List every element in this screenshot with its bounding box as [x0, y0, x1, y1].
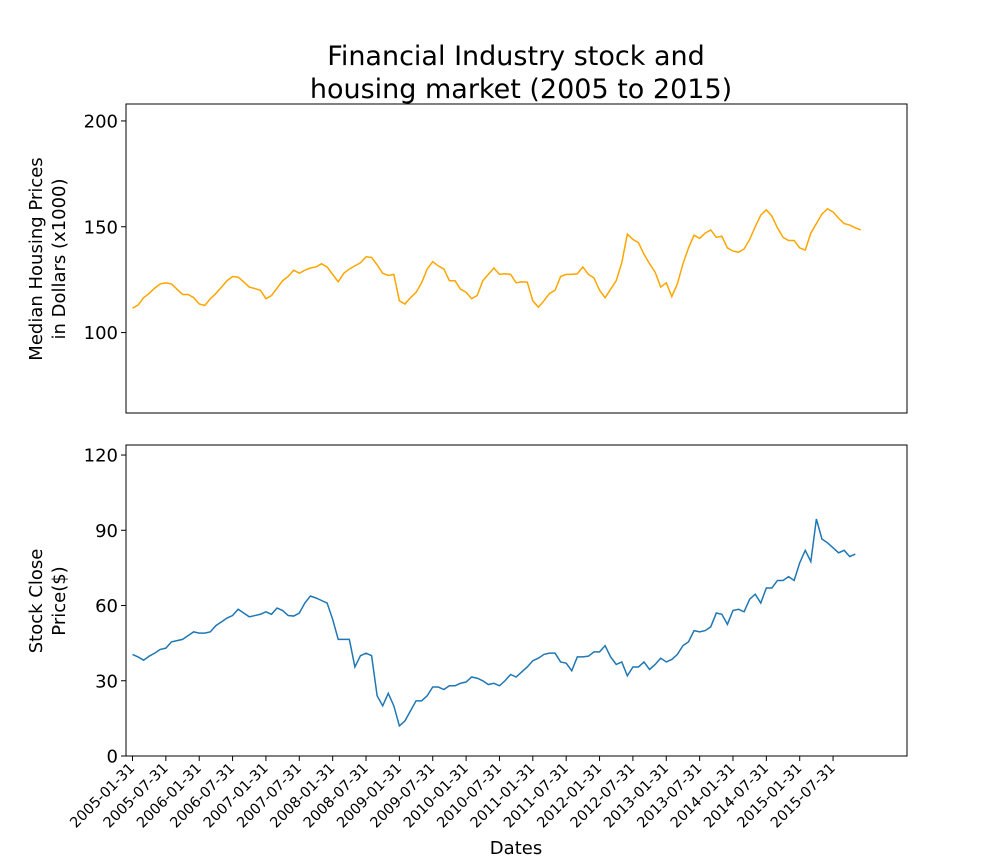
title-line-1: Financial Industry stock and: [327, 41, 705, 72]
figure-title: Financial Industry stock and housing mar…: [310, 41, 732, 105]
housing-price-panel: 100 150 200 Median Housing Prices in Dolla…: [26, 103, 908, 414]
stock-ytick-label: 120: [84, 446, 118, 467]
x-axis-label: Dates: [490, 838, 542, 859]
stock-close-line: [132, 518, 856, 728]
housing-ytick-label: 200: [84, 111, 118, 132]
date-x-axis: 2005-01-312005-07-312006-01-312006-07-31…: [67, 756, 839, 831]
stock-ytick-label: 30: [95, 671, 118, 692]
stock-price-panel: 0 30 60 90 120 2005-01-312005-07-312006-01-3…: [26, 444, 908, 831]
stock-ytick-label: 0: [107, 747, 118, 768]
housing-y-axis: 100 150 200: [84, 111, 126, 344]
housing-ylabel-line-1: Median Housing Prices: [26, 157, 47, 360]
stock-ylabel-line-2: Price($): [49, 566, 70, 635]
housing-price-line: [132, 207, 862, 309]
stock-ylabel-line-1: Stock Close: [26, 549, 47, 654]
housing-plot-frame: [125, 103, 908, 414]
housing-ylabel-line-2: in Dollars (x1000): [49, 178, 70, 339]
housing-ytick-label: 100: [84, 323, 118, 344]
housing-ytick-label: 150: [84, 217, 118, 238]
title-line-2: housing market (2005 to 2015): [310, 74, 732, 105]
stock-y-axis: 0 30 60 90 120: [84, 446, 126, 768]
stock-plot-frame: [125, 444, 908, 757]
stock-ytick-label: 60: [95, 596, 118, 617]
stock-ytick-label: 90: [95, 521, 118, 542]
